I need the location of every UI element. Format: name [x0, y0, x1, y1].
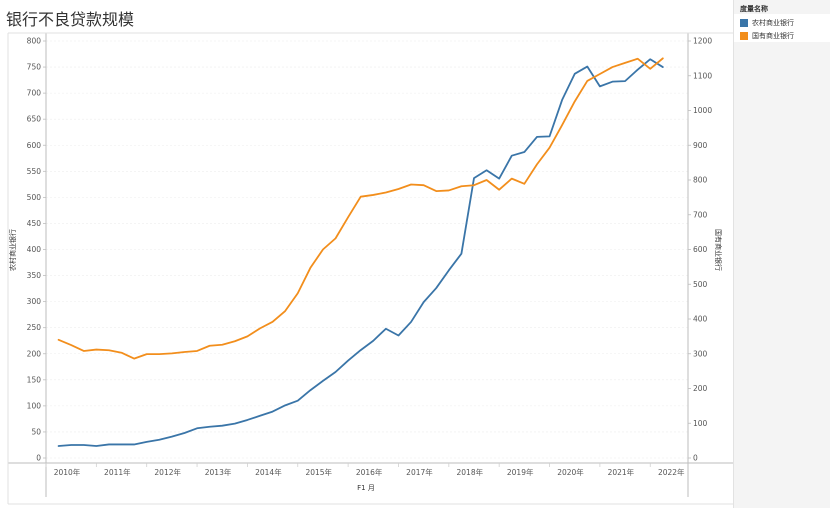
y-left-tick-label: 500: [27, 193, 42, 202]
x-tick-label: 2011年: [104, 467, 131, 477]
y-left-tick-label: 350: [27, 271, 42, 280]
x-tick-label: 2012年: [154, 467, 181, 477]
y-right-tick-label: 1000: [693, 106, 712, 115]
legend-panel: 度量名称: [733, 0, 830, 508]
legend-label-rural: 农村商业银行: [752, 19, 794, 27]
y-right-tick-label: 1100: [693, 71, 712, 80]
legend-label-state: 国有商业银行: [752, 32, 794, 40]
y-left-tick-label: 750: [27, 63, 42, 72]
y-right-tick-label: 100: [693, 419, 708, 428]
x-axis-label: F1 月: [357, 484, 375, 492]
x-tick-label: 2019年: [507, 467, 534, 477]
y-left-tick-label: 700: [27, 89, 42, 98]
y-right-tick-label: 500: [693, 280, 708, 289]
y-axis-right-label: 国有商业银行: [714, 229, 723, 271]
y-right-tick-label: 800: [693, 176, 708, 185]
x-tick-label: 2014年: [255, 467, 282, 477]
legend-item-state[interactable]: 国有商业银行: [740, 31, 794, 41]
line-chart: 0 50 100 150 200 250 300 350 400 450 500 550 600 650 7…: [7, 32, 733, 505]
x-tick-label: 2016年: [356, 467, 383, 477]
y-left-tick-label: 450: [27, 219, 42, 228]
y-right-tick-label: 400: [693, 315, 708, 324]
y-left-tick-label: 300: [27, 297, 42, 306]
legend-swatch-state: [740, 32, 748, 40]
grid: [46, 40, 688, 459]
y-right-tick-label: 200: [693, 384, 708, 393]
y-left-tick-label: 0: [36, 454, 41, 463]
x-tick-label: 2021年: [608, 467, 635, 477]
y-right-tick-label: 300: [693, 349, 708, 358]
x-tick-label: 2017年: [406, 467, 433, 477]
y-left-tick-label: 550: [27, 167, 42, 176]
y-right-tick-label: 900: [693, 141, 708, 150]
axes: 0 50 100 150 200 250 300 350 400 450 500 550 600 650 7…: [7, 32, 733, 505]
x-tick-label: 2022年: [658, 467, 685, 477]
legend-box: [734, 14, 830, 42]
x-tick-label: 2018年: [457, 467, 484, 477]
y-right-tick-label: 0: [693, 454, 698, 463]
chart-title: 银行不良贷款规模: [6, 10, 135, 29]
x-tick-label: 2015年: [305, 467, 332, 477]
line-rural-commercial-bank: [57, 58, 664, 447]
y-left-tick-label: 650: [27, 115, 42, 124]
legend-title: 度量名称: [740, 5, 768, 13]
y-right-tick-label: 600: [693, 245, 708, 254]
line-state-owned-bank: [57, 57, 664, 360]
y-left-tick-label: 400: [27, 245, 42, 254]
x-tick-label: 2020年: [557, 467, 584, 477]
y-left-tick-label: 250: [27, 323, 42, 332]
x-tick-label: 2010年: [54, 467, 81, 477]
y-left-tick-label: 50: [31, 427, 41, 436]
y-left-tick-label: 100: [27, 401, 42, 410]
y-left-tick-label: 800: [27, 37, 42, 46]
y-left-tick-label: 200: [27, 349, 42, 358]
y-left-tick-label: 150: [27, 375, 42, 384]
y-right-tick-label: 1200: [693, 37, 712, 46]
legend-swatch-rural: [740, 19, 748, 27]
y-axis-left-label: 农村商业银行: [8, 229, 17, 271]
legend-item-rural[interactable]: 农村商业银行: [740, 18, 794, 28]
x-tick-label: 2013年: [205, 467, 232, 477]
series-lines: [57, 57, 664, 447]
y-left-tick-label: 600: [27, 141, 42, 150]
y-right-tick-label: 700: [693, 210, 708, 219]
